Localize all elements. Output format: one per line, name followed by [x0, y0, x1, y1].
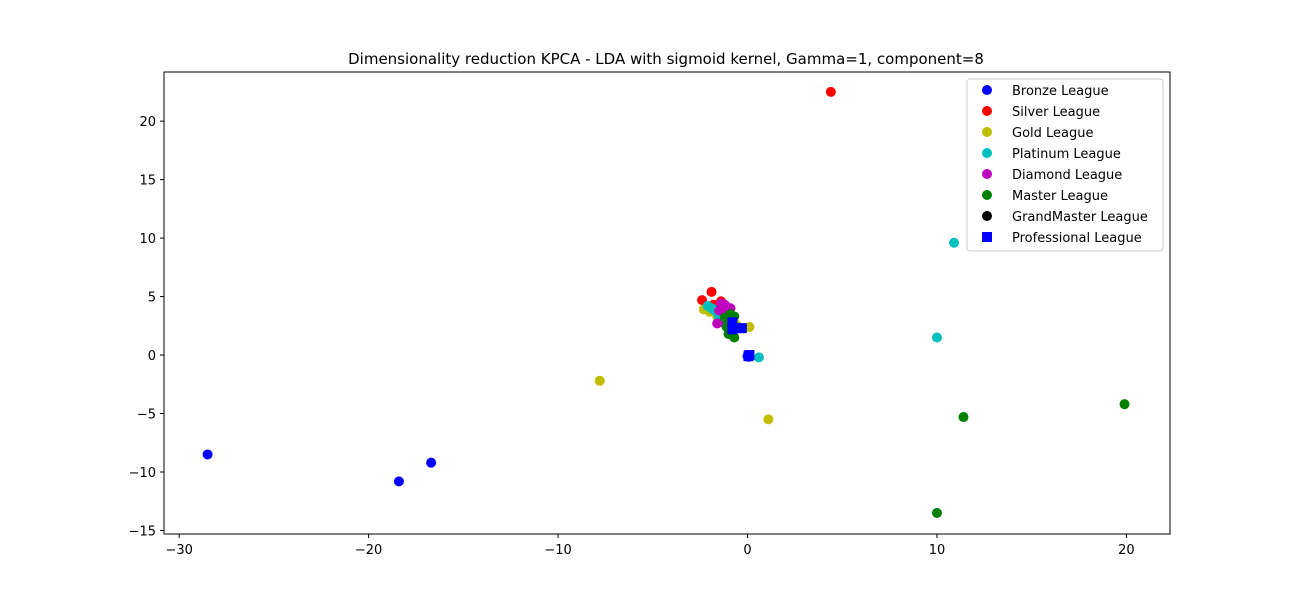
y-tick-label-5: 10 [139, 232, 156, 247]
data-point-series-4-6 [712, 318, 723, 329]
data-point-series-5-1 [958, 412, 969, 423]
data-point-series-7-3 [727, 324, 738, 335]
legend-label-5: Master League [1012, 189, 1108, 204]
legend-label-7: Professional League [1012, 231, 1142, 246]
x-tick-label-5: 20 [1118, 543, 1135, 558]
legend-box [966, 78, 1164, 252]
y-axis: −15 −10 −5 0 5 10 15 20 [129, 115, 164, 539]
data-point-series-5-0 [1119, 399, 1130, 410]
legend-label-3: Platinum League [1012, 147, 1121, 162]
legend-label-6: GrandMaster League [1012, 210, 1148, 225]
x-axis: −30 −20 −10 0 10 20 [165, 534, 1135, 558]
data-point-series-0-2 [426, 457, 437, 468]
y-tick-label-6: 15 [139, 174, 156, 189]
legend-marker-7 [982, 232, 992, 242]
y-tick-label-7: 20 [139, 115, 156, 130]
x-tick-label-0: −30 [165, 543, 192, 558]
data-point-series-1-0 [825, 86, 836, 97]
legend-marker-3 [982, 148, 992, 158]
legend-marker-5 [982, 190, 992, 200]
plot-frame [163, 71, 1171, 535]
legend-marker-6 [982, 211, 992, 221]
legend-label-1: Silver League [1012, 105, 1100, 120]
legend: Bronze League Silver League Gold League Pla… [966, 78, 1164, 252]
legend-label-4: Diamond League [1012, 168, 1122, 183]
data-point-series-2-4 [744, 321, 755, 332]
legend-marker-4 [982, 169, 992, 179]
x-tick-label-3: 0 [743, 543, 751, 558]
data-point-series-7-2 [736, 323, 747, 334]
legend-label-2: Gold League [1012, 126, 1094, 141]
chart-title: Dimensionality reduction KPCA - LDA with… [348, 50, 984, 68]
y-tick-label-2: −5 [137, 408, 156, 423]
y-tick-label-4: 5 [148, 291, 156, 306]
x-tick-label-2: −10 [544, 543, 571, 558]
data-point-series-0-1 [393, 476, 404, 487]
y-tick-label-1: −10 [129, 466, 156, 481]
x-tick-label-4: 10 [929, 543, 946, 558]
data-point-series-5-2 [931, 507, 942, 518]
data-point-series-3-0 [949, 237, 960, 248]
legend-marker-0 [982, 85, 992, 95]
data-point-series-2-0 [594, 375, 605, 386]
data-point-series-7-5 [744, 350, 755, 361]
y-tick-label-0: −15 [129, 524, 156, 539]
legend-label-0: Bronze League [1012, 84, 1109, 99]
x-tick-label-1: −20 [355, 543, 382, 558]
data-point-series-4-4 [714, 305, 725, 316]
data-point-series-3-1 [931, 332, 942, 343]
data-point-series-2-1 [763, 414, 774, 425]
legend-marker-1 [982, 106, 992, 116]
data-point-series-3-8 [706, 303, 717, 314]
points-layer [202, 86, 1130, 518]
data-point-series-0-0 [202, 449, 213, 460]
data-point-series-7-0 [727, 317, 738, 328]
data-point-series-3-2 [753, 352, 764, 363]
legend-marker-2 [982, 127, 992, 137]
data-point-series-1-1 [706, 286, 717, 297]
y-tick-label-3: 0 [148, 349, 156, 364]
